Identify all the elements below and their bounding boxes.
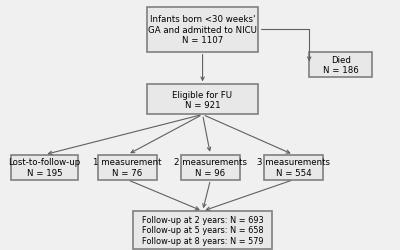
- Text: 1 measurement
N = 76: 1 measurement N = 76: [93, 158, 162, 177]
- FancyBboxPatch shape: [309, 52, 372, 78]
- FancyBboxPatch shape: [98, 155, 157, 180]
- Text: Died
N = 186: Died N = 186: [323, 55, 359, 75]
- Text: Lost-to-follow-up
N = 195: Lost-to-follow-up N = 195: [8, 158, 81, 177]
- FancyBboxPatch shape: [147, 85, 258, 115]
- FancyBboxPatch shape: [181, 155, 240, 180]
- FancyBboxPatch shape: [11, 155, 78, 180]
- Text: Infants born <30 weeks'
GA and admitted to NICU
N = 1107: Infants born <30 weeks' GA and admitted …: [148, 15, 257, 45]
- Text: Follow-up at 2 years: N = 693
Follow-up at 5 years: N = 658
Follow-up at 8 years: Follow-up at 2 years: N = 693 Follow-up …: [142, 215, 263, 245]
- Text: Eligible for FU
N = 921: Eligible for FU N = 921: [172, 90, 233, 110]
- Text: 3 measurements
N = 554: 3 measurements N = 554: [257, 158, 330, 177]
- FancyBboxPatch shape: [134, 211, 272, 249]
- Text: 2 measurements
N = 96: 2 measurements N = 96: [174, 158, 247, 177]
- FancyBboxPatch shape: [264, 155, 323, 180]
- FancyBboxPatch shape: [147, 8, 258, 52]
